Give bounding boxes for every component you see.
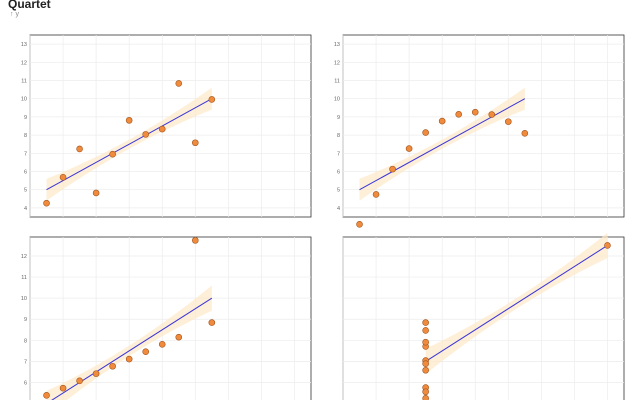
y-tick-label: 12 bbox=[334, 60, 340, 66]
data-point bbox=[422, 360, 429, 368]
data-point bbox=[422, 366, 429, 374]
y-tick-label: 7 bbox=[337, 151, 340, 157]
y-tick-label: 6 bbox=[337, 170, 340, 176]
regression-line bbox=[51, 297, 213, 400]
data-point bbox=[422, 394, 429, 400]
y-tick-label: 11 bbox=[21, 275, 27, 281]
data-point bbox=[142, 348, 150, 355]
data-point bbox=[43, 392, 50, 399]
y-tick-label: 7 bbox=[24, 359, 27, 365]
y-tick-label: 6 bbox=[24, 380, 27, 386]
regression-line bbox=[425, 245, 608, 362]
y-tick-label: 8 bbox=[337, 133, 340, 139]
data-point bbox=[191, 139, 199, 147]
data-point bbox=[208, 319, 216, 326]
data-point bbox=[175, 333, 183, 341]
data-point bbox=[76, 377, 83, 385]
data-point bbox=[158, 125, 166, 133]
y-tick-label: 5 bbox=[24, 188, 27, 194]
regression-line bbox=[359, 98, 526, 191]
data-point bbox=[142, 131, 150, 138]
data-point bbox=[372, 191, 380, 198]
data-point bbox=[175, 80, 183, 87]
y-tick-label: 10 bbox=[21, 296, 27, 302]
data-point bbox=[422, 327, 429, 334]
data-point bbox=[422, 319, 429, 326]
data-point bbox=[125, 117, 133, 124]
data-point bbox=[422, 388, 429, 396]
y-tick-label: 12 bbox=[21, 60, 27, 66]
y-tick-label: 13 bbox=[334, 42, 340, 48]
y-tick-label: 10 bbox=[334, 97, 340, 103]
data-point bbox=[109, 362, 116, 370]
y-tick-label: 8 bbox=[24, 338, 27, 344]
data-point bbox=[59, 174, 67, 181]
data-point bbox=[405, 145, 413, 152]
data-point bbox=[59, 384, 67, 392]
data-point bbox=[521, 129, 529, 137]
data-point bbox=[604, 242, 611, 249]
data-point bbox=[422, 129, 429, 136]
data-point bbox=[109, 150, 116, 158]
data-point bbox=[125, 355, 133, 363]
panel-2: 4 5 6 7 8 9 10 11 12 13 bbox=[334, 34, 625, 228]
y-tick-label: 10 bbox=[21, 97, 27, 103]
data-point bbox=[504, 118, 512, 125]
y-tick-label: 7 bbox=[24, 151, 27, 157]
data-point bbox=[422, 338, 429, 346]
data-point bbox=[438, 117, 446, 125]
y-tick-label: 13 bbox=[21, 42, 27, 48]
y-tick-label: 6 bbox=[24, 170, 27, 176]
chart-title: Quartet bbox=[8, 0, 51, 11]
y-tick-label: 11 bbox=[21, 79, 27, 85]
panel-4 bbox=[342, 232, 625, 400]
data-point bbox=[488, 111, 496, 118]
y-tick-label: 8 bbox=[24, 133, 27, 139]
regression-line bbox=[46, 98, 213, 191]
data-point bbox=[471, 108, 479, 116]
y-tick-label: 9 bbox=[24, 115, 27, 121]
data-point bbox=[158, 341, 166, 348]
y-tick-label: 4 bbox=[337, 206, 340, 212]
y-tick-label: 4 bbox=[24, 206, 27, 212]
data-point bbox=[92, 370, 100, 377]
data-point bbox=[43, 199, 50, 207]
data-point bbox=[208, 96, 216, 103]
y-tick-label: 12 bbox=[21, 254, 27, 260]
data-point bbox=[76, 145, 83, 153]
data-point bbox=[356, 220, 363, 228]
data-point bbox=[455, 111, 463, 118]
data-point bbox=[389, 165, 396, 173]
data-point bbox=[92, 189, 100, 197]
y-tick-label: 9 bbox=[337, 115, 340, 121]
y-tick-label: 9 bbox=[24, 317, 27, 323]
panel-1: 4 5 6 7 8 9 10 11 12 13 bbox=[21, 34, 312, 218]
data-point bbox=[191, 237, 199, 244]
y-tick-label: 5 bbox=[337, 188, 340, 194]
y-axis-label: ↑ y bbox=[10, 11, 19, 18]
y-tick-label: 11 bbox=[334, 79, 340, 85]
confidence-band bbox=[46, 285, 212, 400]
